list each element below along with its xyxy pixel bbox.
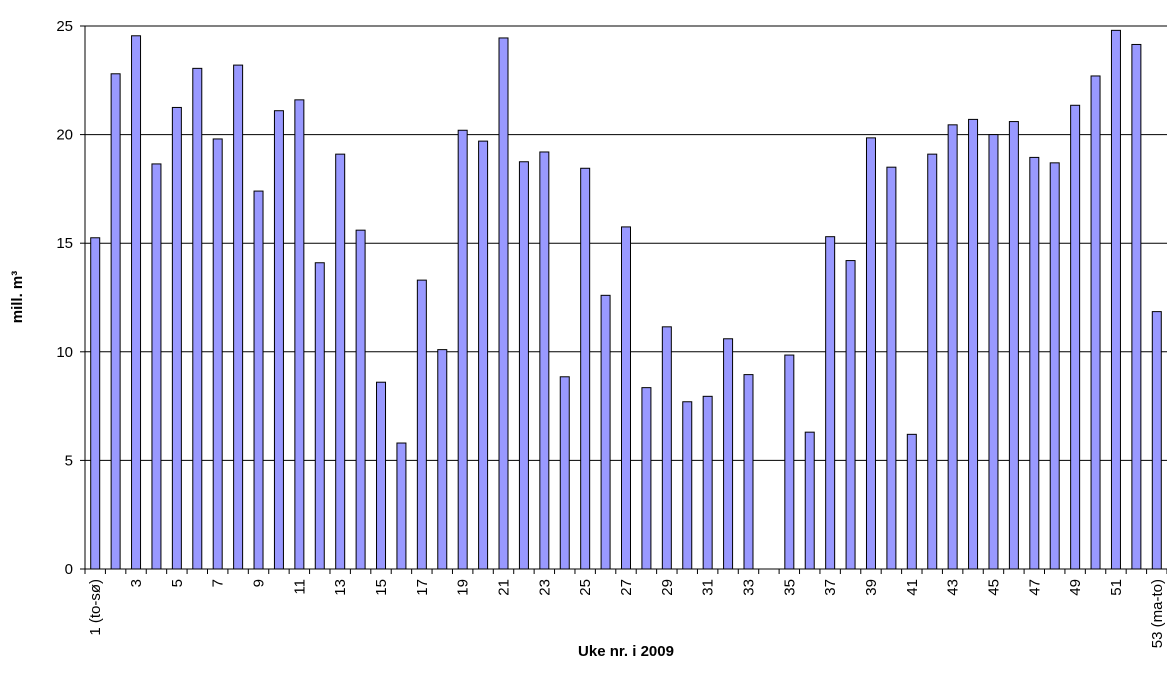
bar [233,64,244,570]
bar [253,190,264,570]
x-tick-label: 5 [169,579,186,587]
bar [314,262,325,570]
x-tick-label: 53 (ma-to) [1149,579,1166,648]
bar [1090,75,1101,570]
bar [825,236,836,570]
x-tick-label: 27 [618,579,635,596]
x-tick-label: 45 [985,579,1002,596]
bar [212,138,223,570]
bar [968,118,979,570]
bar [682,401,693,570]
bar [478,140,489,570]
bar [273,110,284,570]
bar [396,442,407,570]
bar [457,129,468,570]
bar [559,376,570,570]
bar [131,35,142,570]
bar [171,106,182,570]
bar [723,338,734,570]
bar [600,294,611,570]
bar [416,279,427,570]
bar [1110,29,1121,570]
y-tick-label: 15 [56,235,73,252]
x-tick-label: 31 [700,579,717,596]
bar [110,73,121,570]
y-tick-label: 0 [65,561,73,578]
x-tick-label: 47 [1026,579,1043,596]
bar [702,395,713,570]
bar [1151,311,1162,570]
bar [192,67,203,570]
bar [1070,104,1081,570]
x-tick-label: 13 [332,579,349,596]
bar [90,237,101,570]
y-tick-label: 25 [56,18,73,35]
bar [1131,43,1142,570]
y-tick-label: 10 [56,344,73,361]
y-axis-title: mill. m³ [9,271,26,324]
bar [1029,156,1040,570]
x-tick-label: 35 [781,579,798,596]
bar [845,260,856,570]
x-axis-title: Uke nr. i 2009 [578,643,674,660]
bar [865,137,876,570]
bar [1049,162,1060,570]
x-tick-label: 9 [251,579,268,587]
x-tick-label: 17 [414,579,431,596]
x-tick-label: 51 [1108,579,1125,596]
bar [621,226,631,570]
y-tick-label: 20 [56,127,73,144]
bar [437,349,448,570]
bar [355,229,366,570]
x-tick-label: 7 [210,579,227,587]
y-tick-label: 5 [65,452,73,469]
bar [518,161,529,570]
x-tick-label: 25 [577,579,594,596]
bar [886,166,897,570]
x-tick-label: 49 [1067,579,1084,596]
x-tick-label: 21 [496,579,513,596]
bar [927,153,938,570]
bar [947,124,958,570]
x-tick-label: 39 [863,579,880,596]
x-tick-label: 37 [822,579,839,596]
x-tick-label: 23 [536,579,553,596]
x-tick-label: 41 [904,579,921,596]
x-tick-label: 11 [291,579,308,595]
bar [988,134,999,570]
bar [376,381,387,570]
x-tick-label: 29 [659,579,676,596]
bar [804,431,815,570]
bar [743,374,754,570]
x-tick-label: 15 [373,579,390,596]
bar [580,167,591,570]
x-tick-label: 43 [945,579,962,596]
bar [906,433,917,570]
bar [539,151,550,570]
bar [294,99,305,570]
bar [151,163,162,570]
x-tick-label: 1 (to-sø) [87,579,104,636]
x-tick-label: 3 [128,579,145,587]
bar [335,153,346,570]
x-tick-label: 33 [740,579,757,596]
bar [784,354,795,570]
bar [661,326,672,570]
bar [498,37,509,570]
bar [1008,121,1019,570]
x-tick-label: 19 [455,579,472,596]
bar [641,387,652,570]
